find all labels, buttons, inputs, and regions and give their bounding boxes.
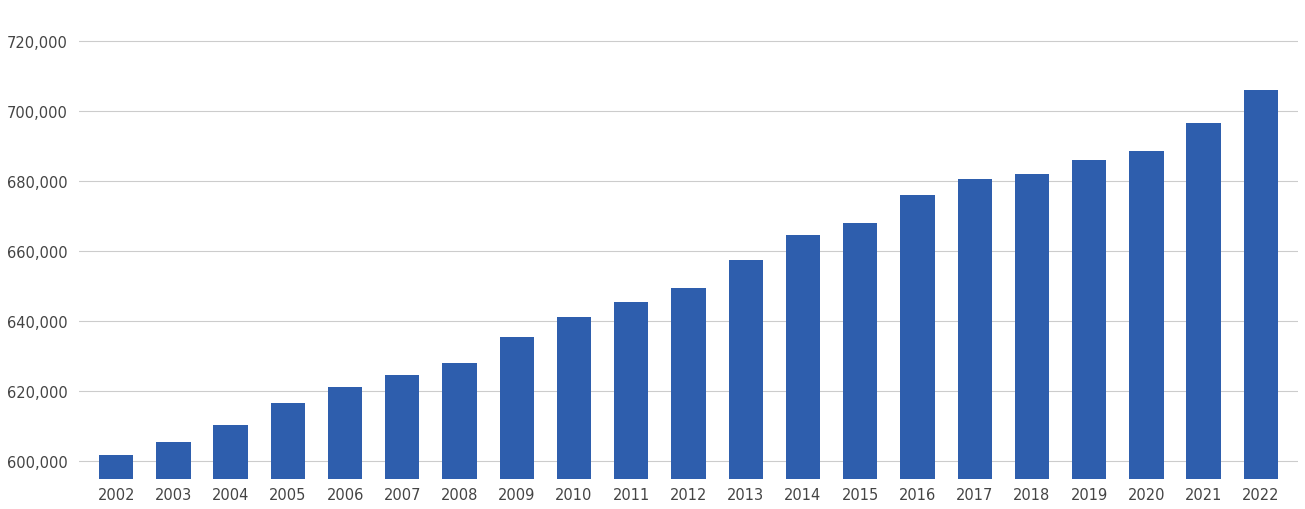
Bar <box>385 376 419 479</box>
Bar <box>1015 175 1049 479</box>
Bar <box>728 260 763 479</box>
Bar <box>900 195 934 479</box>
Bar <box>1129 152 1164 479</box>
Bar <box>442 363 476 479</box>
Bar <box>500 337 534 479</box>
Bar <box>1244 91 1278 479</box>
Bar <box>99 455 133 479</box>
Bar <box>786 236 820 479</box>
Bar <box>843 223 877 479</box>
Bar <box>1186 124 1220 479</box>
Bar <box>157 442 191 479</box>
Bar <box>671 288 706 479</box>
Bar <box>270 404 305 479</box>
Bar <box>557 317 591 479</box>
Bar <box>328 387 363 479</box>
Bar <box>958 180 992 479</box>
Bar <box>1071 161 1107 479</box>
Bar <box>214 426 248 479</box>
Bar <box>615 302 649 479</box>
